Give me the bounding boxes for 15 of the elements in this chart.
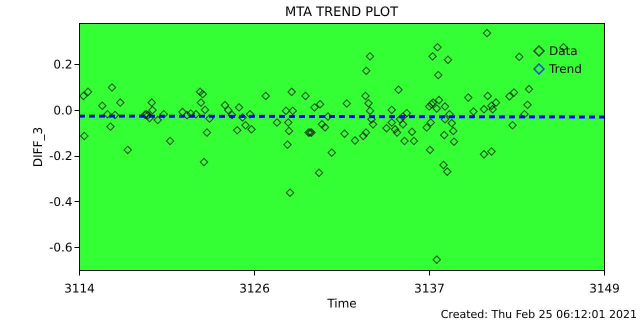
- y-tick-label: -0.4: [49, 194, 72, 209]
- y-tick-label: 0.2: [53, 58, 72, 72]
- chart-title: MTA TREND PLOT: [284, 5, 398, 20]
- x-axis-title: Time: [326, 296, 357, 310]
- y-axis-title: DIFF_3: [31, 126, 46, 168]
- x-tick-label: 3114: [64, 282, 95, 296]
- x-tick-label: 3126: [239, 282, 270, 296]
- legend-label: Data: [549, 44, 578, 58]
- y-tick-label: -0.6: [49, 240, 72, 255]
- text: Created: Thu Feb 25 06:12:01 2021: [440, 308, 637, 320]
- y-tick-label: -0.2: [49, 149, 72, 164]
- y-tick-label: 0.0: [53, 103, 72, 118]
- x-tick-label: 3137: [414, 282, 445, 296]
- legend-label: Trend: [548, 62, 582, 76]
- x-tick-label: 3149: [589, 282, 620, 296]
